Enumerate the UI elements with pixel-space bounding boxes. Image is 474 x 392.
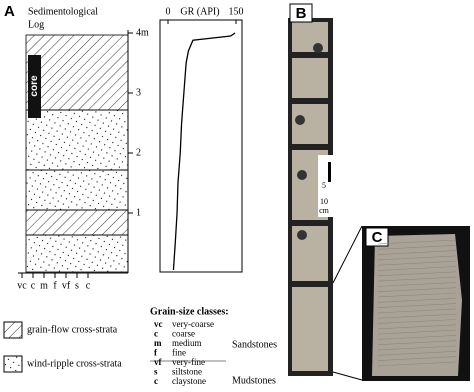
group-label: Sandstones (232, 339, 277, 350)
grain-desc: coarse (172, 329, 195, 339)
lamina (377, 239, 457, 245)
scale-label: 10 (320, 197, 328, 206)
lamina (377, 276, 457, 282)
grain-tick-label: f (53, 280, 57, 291)
core-label: core (29, 75, 40, 97)
gr-frame (159, 19, 243, 273)
lamina (377, 298, 457, 303)
log-title: Sedimentological (28, 6, 98, 17)
panel-label-box (365, 227, 389, 247)
lamina (377, 308, 457, 314)
lamina (377, 340, 457, 345)
lamina (377, 287, 457, 292)
lamina (377, 245, 457, 250)
lamina (377, 250, 457, 255)
grain-abbr: f (154, 348, 158, 358)
panel-label: C (372, 229, 383, 246)
connector (332, 371, 363, 381)
group-label: Mudstones (232, 375, 276, 386)
grain-abbr: m (154, 338, 162, 348)
grain-desc: siltstone (172, 367, 202, 377)
grain-tick-label: c (31, 280, 36, 291)
lamina (377, 271, 457, 277)
grain-tick-label: c (86, 280, 91, 291)
grain-tick-label: m (40, 280, 48, 291)
gr-curve (172, 32, 236, 271)
grain-abbr: c (154, 376, 158, 386)
grain-desc: fine (172, 348, 186, 358)
depth-tick-label: 1 (136, 207, 141, 218)
grain-desc: medium (172, 338, 202, 348)
depth-tick-label: 3 (136, 87, 141, 98)
grain-title: Grain-size classes: (150, 306, 229, 317)
depth-tick-label: 4m (136, 27, 149, 38)
lamina (377, 260, 457, 266)
gr-axis-label: GR (API) (180, 6, 219, 17)
lamina (377, 319, 457, 324)
lamina (377, 361, 457, 367)
lamina (377, 335, 457, 340)
grain-desc: very-fine (172, 357, 205, 367)
legend-text: grain-flow cross-strata (27, 324, 118, 335)
legend-swatch (3, 355, 23, 373)
panel-label: B (296, 5, 307, 22)
lamina (377, 345, 457, 351)
core-holes (295, 43, 323, 240)
depth-tick-label: 2 (136, 147, 141, 158)
core-pieces (292, 22, 328, 371)
lamina (377, 292, 457, 298)
grain-abbr: c (154, 329, 158, 339)
lamina (377, 351, 457, 356)
grain-abbr: s (154, 367, 158, 377)
scale-label: 5 (322, 181, 326, 190)
grain-abbr: vf (154, 357, 163, 367)
lamina (377, 313, 457, 319)
lamina (377, 282, 457, 287)
gr-tick-label: 0 (166, 6, 171, 17)
legend-swatch (3, 321, 23, 339)
lamina (377, 356, 457, 361)
lamina (377, 255, 457, 261)
grain-tick-label: vf (62, 280, 71, 291)
scale-label: cm (319, 206, 330, 215)
connector (332, 225, 363, 284)
legend-text: wind-ripple cross-strata (27, 358, 122, 369)
lamina (377, 266, 457, 271)
lamina (377, 303, 457, 308)
scale-bar (328, 162, 331, 182)
lamina (377, 329, 457, 335)
grain-desc: very-coarse (172, 319, 214, 329)
grain-tick-label: vc (17, 280, 27, 291)
log-title: Log (28, 19, 44, 30)
grain-tick-label: s (75, 280, 79, 291)
panel-label: A (4, 3, 15, 20)
grain-abbr: vc (154, 319, 163, 329)
lithology-column (25, 34, 129, 273)
gr-tick-label: 150 (229, 6, 244, 17)
grain-desc: claystone (172, 376, 206, 386)
lamina (377, 324, 457, 330)
panel-label-box (289, 3, 313, 23)
core-bar (28, 55, 41, 118)
